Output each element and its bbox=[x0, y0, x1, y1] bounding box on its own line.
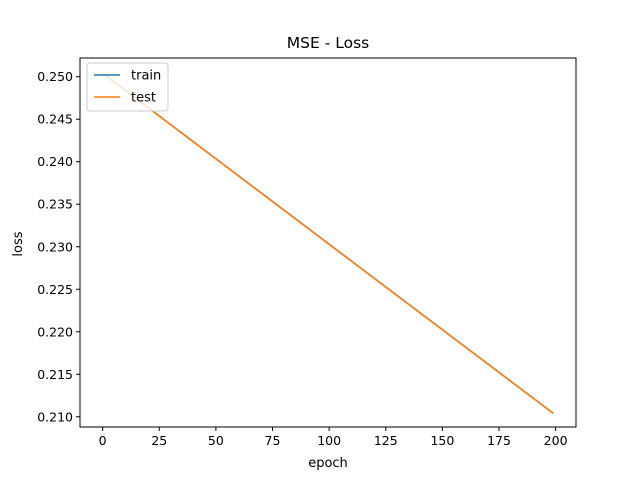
y-tick-label: 0.225 bbox=[37, 282, 73, 297]
x-tick-label: 125 bbox=[374, 433, 398, 448]
legend-label-test: test bbox=[131, 91, 156, 106]
x-tick-label: 200 bbox=[544, 433, 568, 448]
chart-title: MSE - Loss bbox=[287, 34, 369, 52]
x-tick-label: 75 bbox=[265, 433, 281, 448]
x-tick-label: 50 bbox=[208, 433, 224, 448]
x-tick-label: 25 bbox=[151, 433, 167, 448]
x-axis-label: epoch bbox=[308, 456, 348, 471]
x-tick-label: 100 bbox=[317, 433, 341, 448]
y-tick-label: 0.235 bbox=[37, 197, 73, 212]
legend: train test bbox=[86, 62, 169, 112]
series-line-test bbox=[102, 72, 554, 415]
y-tick-label: 0.250 bbox=[37, 69, 73, 84]
y-tick-label: 0.210 bbox=[37, 409, 73, 424]
x-tick-label: 0 bbox=[99, 433, 107, 448]
plot-area: 0 25 50 75 100 125 150 175 200 0.210 0.215 0.220 0.2… bbox=[37, 57, 577, 448]
legend-label-train: train bbox=[131, 69, 161, 84]
y-tick-label: 0.215 bbox=[37, 367, 73, 382]
y-tick-label: 0.230 bbox=[37, 239, 73, 254]
x-tick-label: 150 bbox=[430, 433, 454, 448]
y-tick-label: 0.240 bbox=[37, 154, 73, 169]
y-axis-label: loss bbox=[11, 231, 26, 256]
y-tick-label: 0.220 bbox=[37, 324, 73, 339]
y-tick-label: 0.245 bbox=[37, 112, 73, 127]
x-tick-label: 175 bbox=[487, 433, 511, 448]
